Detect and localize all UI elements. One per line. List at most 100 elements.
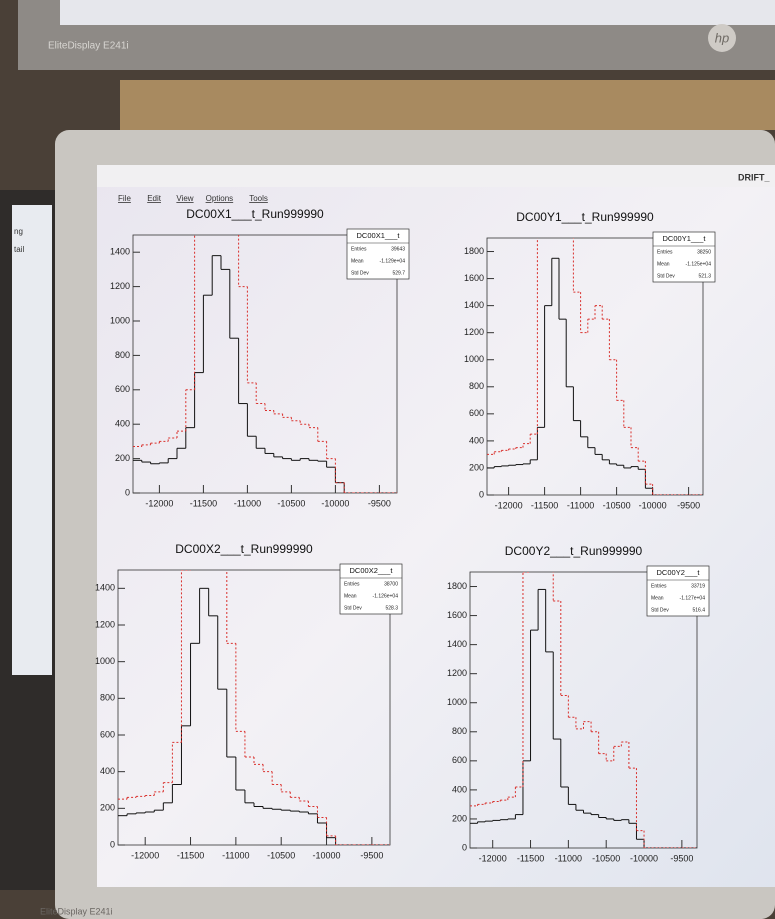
y-tick-label: 600	[100, 729, 115, 739]
plot-frame	[486, 237, 704, 496]
y-tick-label: 1400	[95, 583, 115, 593]
y-tick-label: 400	[452, 784, 467, 794]
stats-label: Entries	[651, 583, 667, 589]
y-tick-label: 200	[100, 803, 115, 813]
x-tick-label: -11000	[234, 498, 261, 508]
menu-item[interactable]: View	[176, 194, 193, 203]
stats-label: Entries	[344, 581, 360, 587]
monitor-brand: EliteDisplay E241i	[40, 906, 113, 916]
stats-value: -1.125e+04	[686, 261, 712, 267]
y-tick-label: 1800	[447, 581, 467, 591]
y-tick-label: 600	[469, 408, 484, 418]
x-tick-label: -11500	[190, 498, 217, 508]
y-tick-label: 200	[452, 813, 467, 823]
y-tick-label: 1600	[464, 273, 484, 283]
stats-label: Mean	[657, 261, 670, 267]
x-tick-label: -9500	[670, 853, 693, 863]
menu-item[interactable]: Tools	[249, 194, 268, 203]
left-window-text: tail	[14, 245, 24, 254]
y-tick-label: 1400	[464, 300, 484, 310]
monitor-brand: EliteDisplay E241i	[48, 41, 129, 52]
x-tick-label: -12000	[495, 500, 523, 510]
stats-name: DC00Y1___t	[663, 234, 707, 243]
left-window	[12, 205, 52, 675]
series-group	[118, 570, 390, 845]
stats-value: 38250	[697, 249, 711, 255]
y-tick-label: 1000	[447, 697, 467, 707]
screen	[97, 165, 775, 887]
y-tick-label: 1400	[447, 639, 467, 649]
x-tick-label: -12000	[145, 498, 173, 508]
x-tick-label: -9500	[360, 850, 383, 860]
x-tick-label: -10500	[603, 500, 631, 510]
stats-label: Std Dev	[657, 273, 675, 279]
stats-box	[346, 228, 410, 280]
histogram-panel: DC00Y1___t_Run999990 0 200 400 600 800 1000 120…	[464, 210, 716, 510]
stats-label: Std Dev	[351, 270, 369, 276]
y-tick-label: 600	[115, 384, 130, 394]
plot-frame	[117, 569, 391, 846]
x-tick-label: -11500	[517, 853, 544, 863]
stats-label: Std Dev	[344, 605, 362, 611]
y-tick-label: 600	[452, 755, 467, 765]
series-group	[470, 572, 697, 848]
menu-item[interactable]: File	[118, 194, 131, 203]
y-tick-label: 0	[479, 489, 484, 499]
histogram-panel: DC00X1___t_Run999990 0 200 400 600 800 1000 120…	[110, 207, 410, 508]
stats-value: 516.4	[692, 607, 705, 613]
stats-value: -1.129e+04	[380, 258, 406, 264]
x-tick-label: -9500	[677, 500, 700, 510]
y-tick-label: 1000	[464, 354, 484, 364]
x-tick-label: -12000	[479, 853, 507, 863]
plot-frame	[469, 571, 698, 849]
x-tick-label: -10500	[277, 498, 305, 508]
stats-value: 529.7	[392, 270, 405, 276]
x-tick-label: -9500	[368, 498, 391, 508]
y-tick-label: 400	[100, 766, 115, 776]
y-tick-label: 1000	[110, 315, 130, 325]
stats-value: 38700	[384, 581, 398, 587]
stats-value: -1.127e+04	[680, 595, 706, 601]
y-tick-label: 400	[469, 435, 484, 445]
chart-title: DC00Y2___t_Run999990	[505, 544, 643, 558]
stats-box	[339, 563, 403, 615]
stats-value: 39643	[391, 246, 405, 252]
chart-title: DC00X1___t_Run999990	[186, 207, 324, 221]
x-tick-label: -11500	[177, 850, 204, 860]
menu-item[interactable]: Edit	[147, 194, 162, 203]
x-tick-label: -10000	[630, 853, 658, 863]
x-tick-label: -10000	[639, 500, 667, 510]
title-bar	[97, 165, 775, 187]
y-tick-label: 800	[100, 693, 115, 703]
y-tick-label: 800	[452, 726, 467, 736]
y-tick-label: 0	[110, 839, 115, 849]
stats-value: 521.3	[698, 273, 711, 279]
histogram-panel: DC00Y2___t_Run999990 0 200 400 600 800 1000 120…	[447, 544, 710, 863]
menu-item[interactable]: Options	[206, 194, 234, 203]
y-tick-label: 1200	[464, 327, 484, 337]
series-group	[487, 238, 703, 495]
stats-box	[646, 565, 710, 617]
x-tick-label: -11000	[567, 500, 594, 510]
y-tick-label: 1200	[110, 281, 130, 291]
x-tick-label: -10500	[267, 850, 295, 860]
histogram-panel: DC00X2___t_Run999990 0 200 400 600 800 1000 120…	[95, 542, 403, 860]
stats-name: DC00Y2___t	[657, 568, 701, 577]
y-tick-label: 200	[469, 462, 484, 472]
left-window-text: ng	[14, 227, 23, 236]
logo-badge	[708, 24, 736, 52]
window-title: DRIFT_	[738, 172, 770, 182]
stats-label: Std Dev	[651, 607, 669, 613]
y-tick-label: 1000	[95, 656, 115, 666]
stats-value: 528.3	[385, 605, 398, 611]
stats-box	[652, 231, 716, 283]
y-tick-label: 800	[469, 381, 484, 391]
x-tick-label: -10500	[592, 853, 620, 863]
wall	[120, 80, 775, 130]
x-tick-label: -10000	[321, 498, 349, 508]
x-tick-label: -10000	[313, 850, 341, 860]
y-tick-label: 200	[115, 453, 130, 463]
stats-value: -1.126e+04	[373, 593, 399, 599]
